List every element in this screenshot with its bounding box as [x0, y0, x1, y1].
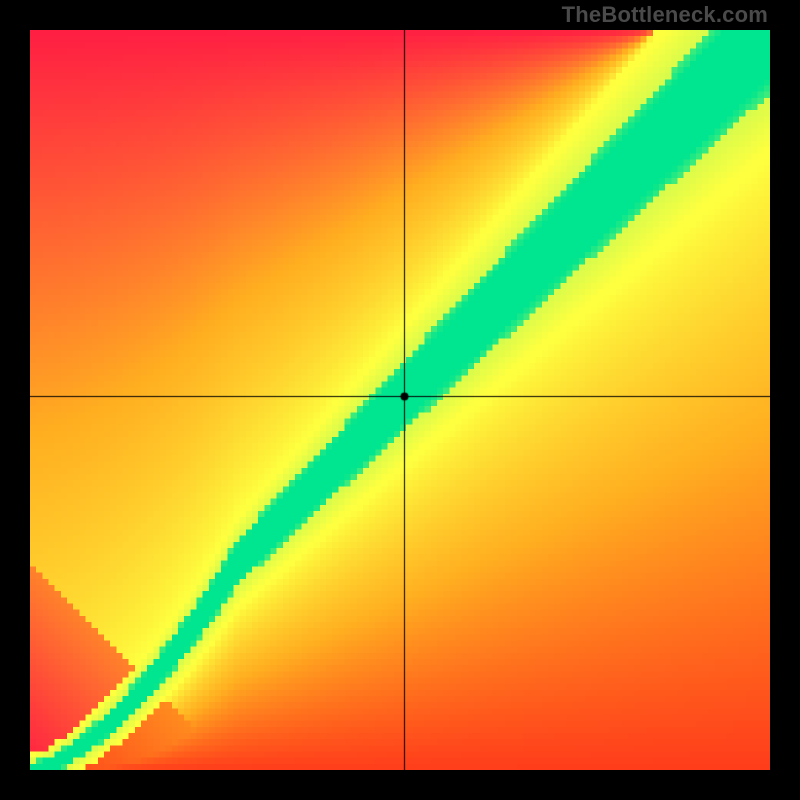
- figure-container: TheBottleneck.com: [0, 0, 800, 800]
- crosshair-overlay: [30, 30, 770, 770]
- watermark-text: TheBottleneck.com: [562, 2, 768, 28]
